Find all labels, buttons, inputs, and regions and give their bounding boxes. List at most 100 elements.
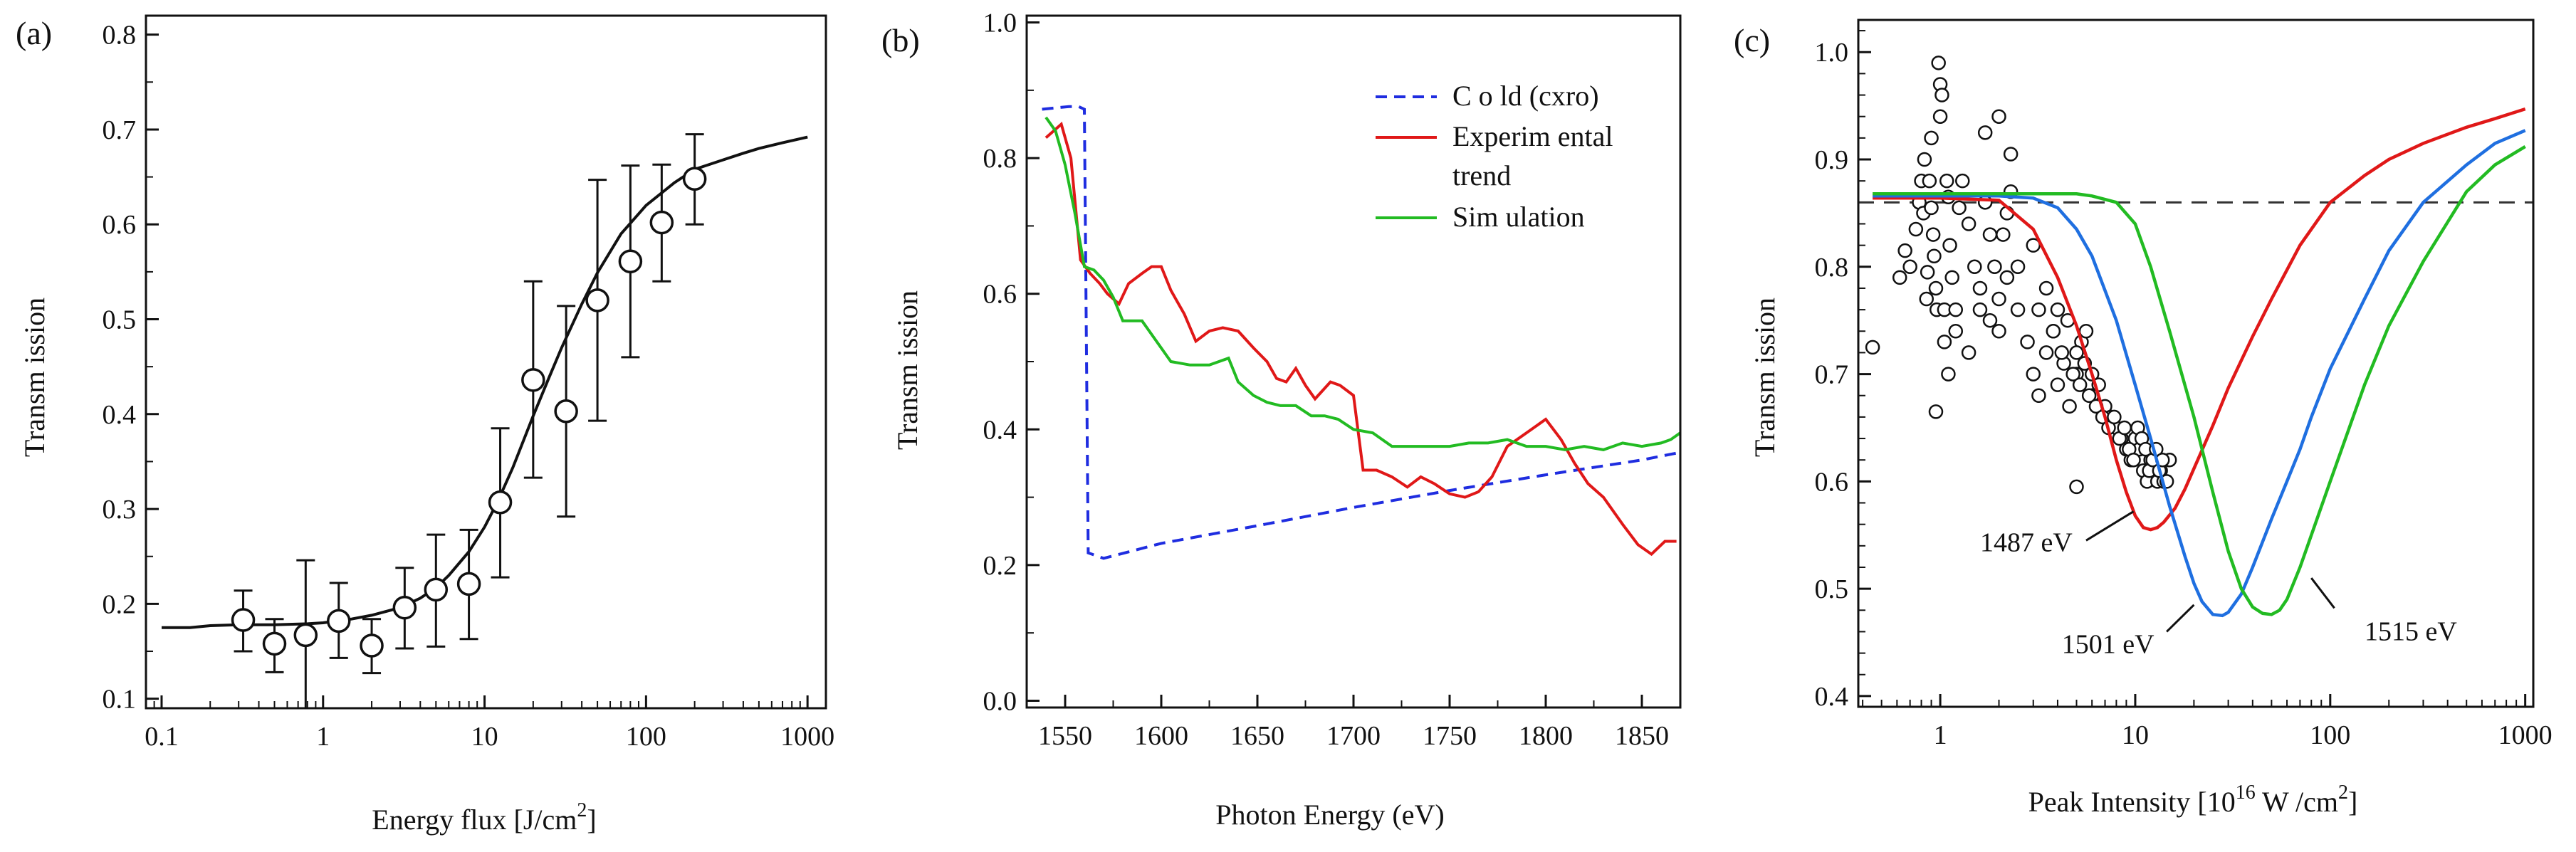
data-point [293,623,318,648]
panel-b-ytick-label: 1.0 [983,9,1017,38]
panel-a-xtick-label: 0.1 [145,722,179,752]
scatter-point [1987,259,2002,275]
scatter-point [2010,302,2026,317]
scatter-point [1925,227,1941,242]
scatter-point [1927,248,1942,263]
scatter-point [1991,324,2006,339]
panel-c-xlabel: Peak Intensity [1016 W /cm2] [2028,782,2358,818]
panel-c-xlabel-sup2: 2 [2338,782,2348,804]
annotation-label: 1487 eV [1980,527,2073,557]
scatter-point [1931,56,1946,70]
scatter-point [1972,302,1988,317]
panel-c-xtick-label: 10 [2122,720,2149,750]
scatter-point [1996,227,2011,242]
panel-b-frame [1025,14,1682,709]
panel-b: (b) Transm ission Photon Energy (eV) 155… [881,9,1682,831]
panel-a-ytick-label: 0.8 [103,21,137,51]
scatter-point [1991,291,2006,307]
data-point [682,167,707,191]
scatter-point [1977,195,1993,210]
panel-b-ylabel: Transm ission [891,290,923,450]
panel-a-xlabel-main: Energy flux [J/cm [372,804,577,836]
panel-a-ytick-label: 0.5 [103,305,137,335]
panel-c-ticks: 1 10 100 1000 0.4 0.5 0.6 0.7 0.8 0.9 1.0 [1815,30,2553,750]
panel-c-ytick-label: 0.8 [1815,253,1849,283]
panel-a-xlabel-sup: 2 [577,799,587,821]
annotation-leader [2310,577,2335,609]
panel-b-legend: C o ld (cxro) Experim ental trend Sim ulati… [1376,80,1613,233]
scatter-point [1939,173,1954,189]
panel-c-ylabel: Transm ission [1749,298,1781,457]
data-point [231,608,256,632]
scatter-point [1922,173,1937,189]
panel-c-frame [1857,19,2535,708]
data-point [585,288,609,312]
scatter-point [1892,270,1907,285]
panel-b-ytick-label: 0.8 [983,144,1017,174]
scatter-point [2031,302,2046,317]
panel-c-ytick-label: 0.5 [1815,574,1849,604]
panel-a-ytick-label: 0.4 [103,400,137,430]
scatter-point [1961,216,1976,231]
panel-c-xtick-label: 1 [1934,720,1947,750]
scatter-point [1924,130,1939,146]
scatter-point [2069,479,2084,495]
scatter-point [1942,238,1957,253]
scatter-point [1972,280,1988,296]
panel-b-xtick-label: 1750 [1423,721,1477,751]
panel-c-ytick-label: 0.4 [1815,682,1849,712]
panel-a-xtick-label: 100 [626,722,666,752]
scatter-point [1961,345,1976,360]
panel-b-xtick-label: 1550 [1038,721,1092,751]
panel-a-ytick-label: 0.2 [103,589,137,619]
scatter-point [1928,404,1944,419]
scatter-point [1920,265,1935,280]
scatter-point [2054,345,2070,360]
panel-c-plot: 1487 eV 1501 eV 1515 eV [1858,56,2533,660]
scatter-point [1982,227,1998,242]
panel-c-ytick-label: 0.9 [1815,145,1849,175]
panel-a-plot [162,133,808,710]
scatter-point [1902,259,1917,275]
scatter-point [2050,302,2065,317]
panel-a-ytick-label: 0.3 [103,495,137,525]
panel-a-xtick-label: 1000 [780,722,834,752]
scatter-point [1991,109,2006,124]
scatter-point [2107,409,2122,425]
panel-c-xtick-label: 100 [2310,720,2350,750]
panel-a-ticks: 0.1 1 10 100 1000 0.1 0.2 0.3 0.4 0.5 0.6 0.7 0.8 [103,21,835,752]
annotation-label: 1515 eV [2365,617,2457,647]
data-point [456,572,481,596]
panel-c-xlabel-mid: W /cm [2256,786,2338,818]
scatter-point [1955,173,1970,189]
panel-c-xlabel-sup: 16 [2236,782,2256,804]
panel-c-ytick-label: 0.6 [1815,467,1849,497]
panel-b-ytick-label: 0.4 [983,415,1017,445]
data-point [392,595,417,620]
scatter-point [2050,377,2065,392]
panel-a-ytick-label: 0.1 [103,685,137,715]
panel-b-xlabel: Photon Energy (eV) [1215,799,1444,831]
scatter-point [2031,388,2046,403]
panel-b-ticks: 1550 1600 1650 1700 1750 1800 1850 0.0 0.2 0.4 0.6… [983,9,1670,751]
panel-a-xtick-label: 1 [316,722,330,752]
panel-a-ytick-label: 0.7 [103,115,137,145]
scatter-point [1999,270,2015,285]
scatter-point [2026,367,2041,382]
panel-a-frame [145,14,827,710]
scatter-point [2117,420,2132,436]
series-line [1873,107,2526,532]
scatter-point [1932,109,1948,124]
scatter-point [1944,270,1959,285]
scatter-point [1967,259,1982,275]
data-point [521,368,545,392]
panel-c-xlabel-end: ] [2348,786,2357,818]
panel-c-label: (c) [1734,22,1770,58]
panel-b-xtick-label: 1800 [1519,721,1573,751]
data-point [262,631,287,656]
scatter-point [2078,324,2094,339]
scatter-point [2072,377,2088,392]
fit-curve [162,135,808,629]
scatter-point [1941,367,1956,382]
